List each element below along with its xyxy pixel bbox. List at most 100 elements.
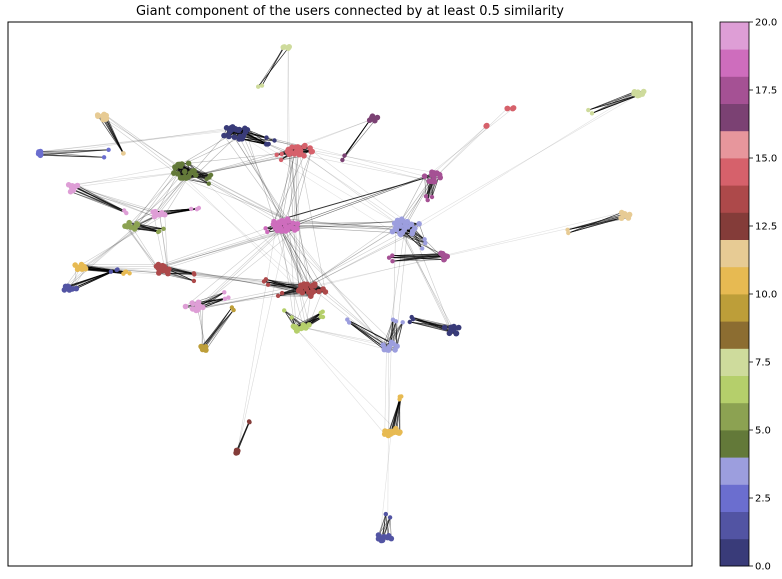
network-edge: [81, 214, 165, 265]
network-node: [441, 324, 448, 331]
network-edge: [300, 225, 401, 290]
network-edge: [303, 327, 389, 351]
network-node: [263, 226, 268, 231]
network-node: [197, 303, 203, 310]
network-edge: [237, 225, 277, 453]
network-node: [256, 84, 261, 89]
network-edge: [81, 214, 158, 270]
network-node: [393, 319, 399, 324]
network-edge: [159, 230, 286, 271]
network-edge: [83, 266, 315, 286]
network-node: [400, 320, 405, 325]
network-node: [157, 229, 162, 234]
network-node: [320, 286, 326, 292]
network-edge: [193, 170, 313, 286]
network-node: [429, 194, 435, 200]
network-node: [455, 324, 462, 331]
network-edge: [156, 223, 281, 267]
network-node: [320, 314, 326, 320]
network-edge: [180, 177, 304, 287]
network-edge: [280, 172, 435, 229]
network-node: [290, 220, 296, 226]
network-node: [396, 430, 402, 436]
network-node: [504, 105, 511, 112]
colorbar-tick-label: 15.0: [755, 154, 777, 165]
network-edge: [314, 214, 630, 286]
network-node: [345, 317, 350, 322]
network-node: [294, 221, 301, 227]
network-node: [272, 138, 277, 143]
network-edge: [287, 48, 290, 155]
network-edge: [200, 309, 234, 347]
network-edge: [291, 152, 435, 182]
network-edge: [105, 115, 124, 154]
network-edge: [392, 228, 396, 344]
network-edge: [175, 167, 303, 293]
network-edge: [198, 285, 301, 307]
network-edge: [283, 151, 312, 223]
network-node: [383, 511, 388, 517]
network-edge: [282, 292, 311, 297]
network-edge: [247, 129, 267, 138]
network-edge: [402, 91, 644, 233]
network-edge: [297, 223, 312, 287]
network-node: [441, 256, 448, 263]
network-edge: [412, 230, 452, 331]
network-edge: [567, 217, 622, 231]
network-edge: [64, 228, 135, 291]
network-edge: [40, 149, 109, 155]
network-edge: [392, 255, 445, 260]
network-node: [394, 343, 400, 350]
network-node: [189, 306, 196, 312]
network-edge: [237, 228, 288, 453]
network-edge: [280, 228, 316, 285]
network-edge: [199, 228, 298, 308]
network-edge: [300, 230, 413, 291]
network-edge: [298, 289, 307, 328]
network-edge: [38, 129, 238, 153]
network-edge: [243, 135, 267, 145]
colorbar-segment: [720, 22, 749, 50]
network-edge: [186, 149, 289, 179]
network-node: [374, 114, 381, 121]
network-node: [306, 322, 312, 328]
network-node: [72, 183, 79, 190]
network-edge: [102, 115, 124, 154]
network-node: [453, 330, 459, 337]
network-edge: [162, 229, 295, 266]
network-edge: [126, 173, 179, 227]
colorbar-segment: [720, 511, 749, 540]
network-edge: [388, 396, 402, 432]
colorbar-tick-label: 20.0: [755, 18, 777, 29]
network-edge: [73, 189, 165, 215]
network-edge: [152, 211, 165, 267]
network-edge: [283, 222, 326, 293]
network-node: [127, 271, 132, 276]
network-node: [383, 346, 390, 352]
network-node: [222, 290, 227, 295]
network-edge: [567, 213, 625, 231]
network-node: [114, 267, 119, 273]
network-node: [237, 133, 244, 140]
network-edge: [299, 148, 432, 182]
network-node: [586, 107, 591, 113]
network-edge: [291, 152, 298, 224]
network-node: [318, 310, 323, 315]
network-edge: [430, 108, 508, 182]
network-edge: [273, 221, 304, 328]
network-edge: [591, 91, 639, 114]
network-edge: [72, 185, 162, 214]
network-node: [405, 224, 411, 230]
network-node: [236, 126, 243, 133]
network-node: [425, 197, 430, 203]
network-node: [203, 347, 209, 353]
network-edge: [277, 230, 398, 347]
network-node: [431, 178, 438, 185]
network-node: [278, 157, 284, 163]
network-edge: [314, 285, 390, 348]
network-node: [189, 300, 195, 306]
network-edge: [297, 147, 437, 174]
network-node: [274, 152, 279, 157]
network-edge: [280, 228, 305, 285]
network-edge: [289, 221, 404, 227]
